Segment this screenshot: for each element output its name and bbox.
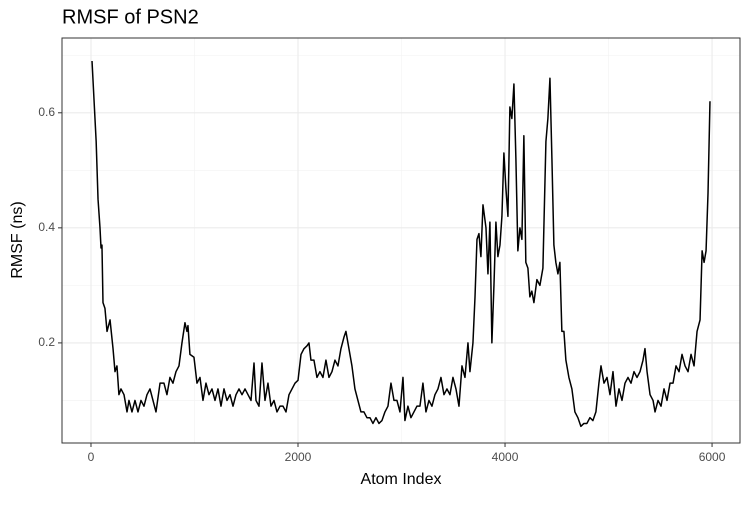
x-tick-label: 2000: [285, 450, 312, 464]
y-tick-label: 0.2: [38, 335, 55, 349]
chart-title: RMSF of PSN2: [62, 6, 199, 28]
x-tick-label: 6000: [699, 450, 726, 464]
x-axis-label: Atom Index: [361, 471, 442, 488]
x-tick-label: 4000: [492, 450, 519, 464]
y-tick-label: 0.4: [38, 220, 55, 234]
y-tick-label: 0.6: [38, 105, 55, 119]
y-axis-label: RMSF (ns): [9, 201, 26, 278]
rmsf-line: [91, 60, 711, 428]
plot-panel-border: [61, 37, 741, 444]
x-tick-label: 0: [88, 450, 95, 464]
